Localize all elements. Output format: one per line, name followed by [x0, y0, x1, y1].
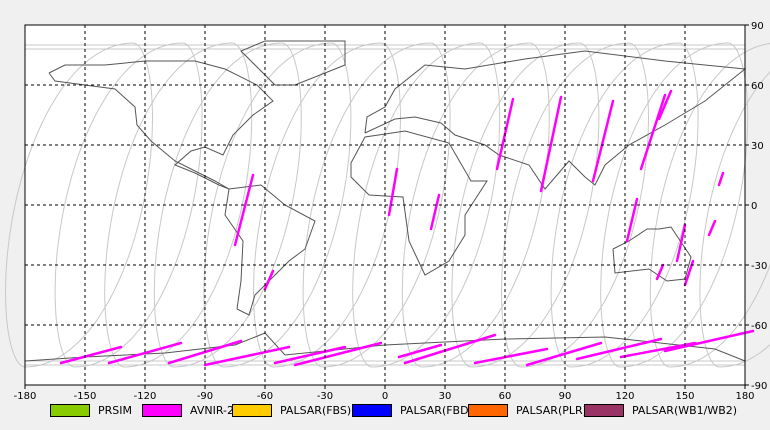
legend-swatch	[50, 404, 90, 417]
acquisition-segment	[675, 223, 687, 263]
y-tick-label: 30	[751, 141, 764, 152]
coastline	[364, 50, 747, 190]
x-tick-label: -60	[257, 391, 273, 402]
acquisition-segment	[539, 95, 563, 193]
x-tick-label: 90	[559, 391, 572, 402]
orbit-track	[74, 42, 203, 368]
legend-label: PALSAR(PLR)	[516, 404, 587, 417]
acquisition-segment	[655, 263, 665, 281]
legend-item-avnir2: AVNIR-2	[142, 404, 234, 417]
y-tick-label: 0	[751, 201, 757, 212]
acquisition-segment	[397, 343, 443, 359]
coastline	[48, 60, 274, 190]
legend-label: PALSAR(WB1/WB2)	[632, 404, 738, 417]
acquisition-segment	[717, 171, 725, 187]
x-tick-label: 150	[675, 391, 694, 402]
legend-item-prsim: PRSIM	[50, 404, 132, 417]
x-tick-label: 60	[499, 391, 512, 402]
acquisition-segment	[233, 173, 255, 247]
legend-label: PALSAR(FBD)	[400, 404, 473, 417]
orbit-track	[451, 42, 580, 368]
acquisition-segment	[473, 347, 549, 365]
coastlines	[24, 40, 747, 362]
acquisition-segment	[639, 93, 667, 171]
y-tick-label: -90	[751, 381, 767, 392]
orbit-track	[421, 42, 550, 368]
acquisition-segment	[273, 345, 347, 365]
orbit-track	[570, 42, 699, 368]
orbit-track	[252, 42, 382, 368]
x-tick-label: -150	[74, 391, 97, 402]
legend-label: PALSAR(FBS)	[280, 404, 352, 417]
x-tick-label: 120	[615, 391, 634, 402]
legend-swatch	[352, 404, 392, 417]
legend-swatch	[142, 404, 182, 417]
acquisition-segment	[403, 333, 497, 365]
coastline	[224, 184, 316, 316]
graticule-grid	[25, 25, 745, 385]
acquisition-segment	[263, 269, 275, 291]
legend: PRSIM AVNIR-2 PALSAR(FBS) PALSAR(FBD) PA…	[0, 400, 770, 424]
acquisition-segment	[203, 345, 291, 367]
latitude-ticks: 90 60 30 0 -30 -60 -90	[745, 21, 767, 392]
acquisition-segment	[575, 337, 663, 361]
orbit-track	[719, 344, 770, 368]
acquisition-segment	[663, 329, 755, 353]
orbit-track	[302, 42, 431, 368]
orbit-track	[24, 42, 154, 368]
acquisition-segment	[387, 167, 399, 217]
x-tick-label: -30	[317, 391, 333, 402]
longitude-ticks: -180 -150 -120 -90 -60 -30 0 30 60 90 120 150 180	[14, 385, 755, 402]
orbit-track	[600, 42, 729, 368]
acquisition-segment	[625, 197, 639, 243]
orbit-track	[669, 264, 770, 368]
y-tick-label: -60	[751, 321, 767, 332]
legend-label: AVNIR-2	[190, 404, 234, 417]
acquisition-segment	[59, 345, 123, 365]
acquisition-segment	[525, 341, 603, 367]
acquisition-segment	[107, 341, 183, 365]
x-tick-label: -180	[14, 391, 37, 402]
legend-swatch	[232, 404, 272, 417]
x-tick-label: -120	[134, 391, 157, 402]
acquisition-segment	[707, 219, 717, 237]
x-tick-label: 0	[382, 391, 388, 402]
x-tick-label: 30	[439, 391, 452, 402]
y-tick-label: -30	[751, 261, 767, 272]
coastline	[350, 130, 488, 276]
legend-swatch	[584, 404, 624, 417]
acquisition-segment	[429, 193, 441, 231]
orbit-track	[372, 42, 501, 368]
acquisition-segment	[619, 341, 697, 359]
y-tick-label: 90	[751, 21, 764, 32]
acquisition-segment	[657, 89, 673, 121]
acquisition-segment	[591, 99, 615, 183]
legend-label: PRSIM	[98, 404, 132, 417]
orbit-track	[620, 42, 749, 368]
orbit-track	[649, 43, 770, 368]
coastline	[612, 226, 692, 282]
x-tick-label: 180	[735, 391, 754, 402]
y-tick-label: 60	[751, 81, 764, 92]
orbit-track	[54, 42, 183, 368]
x-tick-label: -90	[197, 391, 213, 402]
legend-item-palsar-plr: PALSAR(PLR)	[468, 404, 587, 417]
legend-item-palsar-fbs: PALSAR(FBS)	[232, 404, 351, 417]
legend-item-palsar-wb: PALSAR(WB1/WB2)	[584, 404, 737, 417]
legend-item-palsar-fbd: PALSAR(FBD)	[352, 404, 473, 417]
acquisition-segment	[293, 341, 383, 367]
legend-swatch	[468, 404, 508, 417]
orbit-track	[104, 42, 233, 368]
